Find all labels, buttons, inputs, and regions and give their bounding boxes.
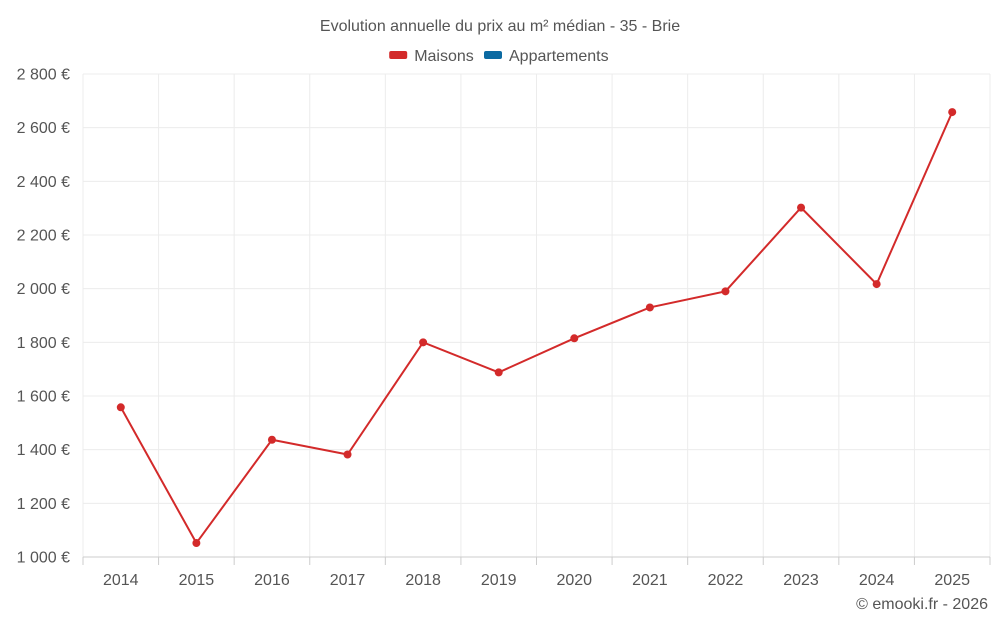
x-tick-label: 2024 [859,572,895,589]
x-axis-labels: 2014 2015 2016 2017 2018 2019 2020 2021 2022 2023… [82,557,991,589]
x-tick-label: 2015 [179,572,215,589]
x-tick-label: 2021 [632,572,668,589]
y-tick-label: 2 800 € [17,67,70,84]
y-axis-labels: 1 000 € 1 200 € 1 400 € 1 600 € 1 800 € 2 000… [17,67,70,567]
x-tick-label: 2020 [556,572,592,589]
data-point[interactable] [116,403,125,412]
data-point[interactable] [570,334,579,343]
data-point[interactable] [721,287,730,296]
data-point[interactable] [419,338,428,347]
data-point[interactable] [494,368,503,377]
legend-label: Maisons [414,48,474,65]
legend-item[interactable]: Maisons [389,48,474,65]
y-tick-label: 2 600 € [17,120,70,137]
x-tick-label: 2017 [330,572,366,589]
y-tick-label: 1 600 € [17,389,70,406]
data-point[interactable] [948,108,957,117]
chart-title: Evolution annuelle du prix au m² médian … [320,18,680,35]
y-tick-label: 1 400 € [17,442,70,459]
data-point[interactable] [267,435,276,444]
y-tick-label: 2 400 € [17,174,70,191]
data-point[interactable] [797,203,806,212]
x-tick-label: 2014 [103,572,139,589]
x-tick-label: 2018 [405,572,441,589]
data-point[interactable] [645,303,654,312]
y-tick-label: 1 000 € [17,550,70,567]
legend-item[interactable]: Appartements [484,48,609,65]
legend: Maisons Appartements [389,48,609,65]
x-tick-label: 2016 [254,572,290,589]
data-point[interactable] [192,539,201,548]
x-tick-label: 2023 [783,572,819,589]
y-tick-label: 2 000 € [17,281,70,298]
y-tick-label: 2 200 € [17,228,70,245]
legend-swatch [484,51,502,59]
x-tick-label: 2022 [708,572,744,589]
series-group [116,108,957,548]
series-line-maisons [119,111,954,545]
y-tick-label: 1 200 € [17,496,70,513]
x-tick-label: 2019 [481,572,517,589]
legend-swatch [389,51,408,59]
y-tick-label: 1 800 € [17,335,70,352]
x-tick-label: 2025 [934,572,970,589]
x-gridlines [82,74,991,557]
credit: © emooki.fr - 2026 [856,596,988,613]
legend-label: Appartements [509,48,609,65]
data-point[interactable] [343,450,352,459]
data-point[interactable] [872,280,881,289]
